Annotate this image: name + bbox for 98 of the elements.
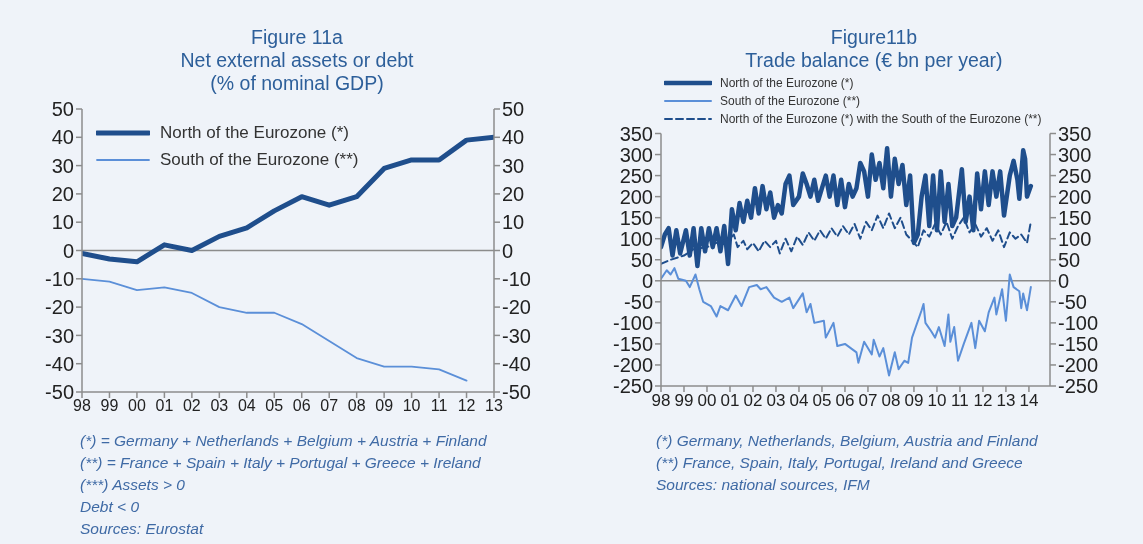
legend-label: North of the Eurozone (*) [160, 122, 349, 143]
x-tick-label: 02 [743, 391, 763, 411]
x-tick-label: 04 [789, 391, 809, 411]
x-tick-label: 05 [265, 397, 284, 415]
y2-tick-label: 0 [1058, 269, 1070, 292]
x-tick-label: 00 [128, 397, 146, 415]
y-tick-label: 10 [51, 211, 74, 234]
y-tick-label: 0 [641, 269, 653, 292]
x-tick-label: 12 [457, 397, 476, 415]
y-tick-label: -250 [612, 375, 653, 398]
y-tick-label: -150 [612, 333, 653, 356]
y-tick-label: 250 [619, 164, 653, 187]
legend-label: South of the Eurozone (**) [720, 93, 861, 108]
x-tick-label: 06 [835, 391, 855, 411]
x-tick-label: 13 [996, 391, 1016, 411]
text: (***) Assets > 0 [80, 476, 185, 493]
y-tick-label: 20 [51, 183, 74, 205]
x-tick-label: 05 [812, 391, 832, 411]
x-tick-label: 11 [430, 397, 448, 415]
x-tick-label: 01 [155, 397, 174, 415]
x-tick-label: 08 [347, 397, 366, 415]
y-tick-label: 300 [619, 143, 653, 166]
x-tick-label: 07 [858, 391, 878, 411]
chart-subtitle: Trade balance (€ bn per year) [745, 49, 1003, 71]
y2-tick-label: 0 [502, 239, 514, 262]
y-tick-label: 100 [619, 227, 653, 250]
legend-label: North of the Eurozone (*) [720, 75, 854, 90]
y2-tick-label: 350 [1058, 122, 1092, 145]
x-tick-label: 09 [904, 391, 924, 411]
x-tick-label: 02 [182, 397, 201, 415]
chart-title: Figure11b [830, 26, 918, 48]
chart-subtitle: Net external assets or debt (% of nominal GDP) [180, 49, 414, 94]
y-tick-label: 30 [51, 154, 74, 177]
y-tick-label: -30 [45, 324, 74, 347]
x-tick-label: 99 [674, 391, 694, 411]
legend-label: North of the Eurozone (*) with the South of the Eurozone (**) [720, 111, 1042, 126]
y2-tick-label: -150 [1058, 333, 1099, 356]
y2-tick-label: 250 [1058, 164, 1092, 187]
chart-title: Figure 11a [251, 26, 343, 48]
y2-tick-label: 10 [502, 211, 525, 234]
text: (**) = France + Spain + Italy + Portugal + Greece + Ireland [80, 454, 481, 471]
x-tick-label: 07 [320, 397, 339, 415]
x-tick-label: 03 [210, 397, 229, 415]
y2-tick-label: 100 [1058, 227, 1092, 250]
x-tick-label: 09 [375, 397, 394, 415]
source-note: Sources: Eurostat [80, 520, 204, 537]
y-tick-label: -20 [45, 296, 74, 319]
text: (*) = Germany + Netherlands + Belgium + Austria + Finland [80, 432, 487, 449]
x-tick-label: 14 [1019, 391, 1039, 411]
x-tick-label: 98 [73, 397, 91, 415]
y2-tick-label: -50 [502, 381, 531, 404]
x-tick-label: 04 [237, 397, 256, 415]
y-tick-label: -50 [45, 381, 74, 404]
text: (**) France, Spain, Italy, Portugal, Ireland and Greece [656, 454, 1023, 471]
x-tick-label: 00 [697, 391, 717, 411]
y2-tick-label: -30 [502, 324, 531, 347]
y2-tick-label: 50 [502, 98, 525, 121]
y-tick-label: -200 [612, 354, 653, 377]
y2-tick-label: 50 [1058, 248, 1081, 271]
y2-tick-label: 200 [1058, 185, 1092, 208]
source-note: Sources: national sources, IFM [656, 476, 870, 493]
x-tick-label: 13 [485, 397, 503, 415]
y-tick-label: 200 [619, 185, 653, 208]
x-tick-label: 08 [881, 391, 901, 411]
x-tick-label: 10 [927, 391, 947, 411]
y2-tick-label: 20 [502, 183, 525, 205]
y2-tick-label: 300 [1058, 143, 1092, 166]
y2-tick-label: -10 [502, 267, 531, 290]
y2-tick-label: -200 [1058, 354, 1099, 377]
x-tick-label: 10 [402, 397, 421, 415]
y-tick-label: 350 [619, 122, 653, 145]
y-tick-label: -100 [612, 311, 653, 334]
legend-label: South of the Eurozone (**) [160, 149, 359, 170]
y2-tick-label: -40 [502, 352, 531, 375]
y-tick-label: 50 [630, 248, 653, 271]
y2-tick-label: 40 [502, 126, 525, 149]
y-tick-label: 150 [619, 206, 653, 229]
y2-tick-label: 30 [502, 154, 525, 177]
x-tick-label: 06 [292, 397, 311, 415]
x-tick-label: 03 [766, 391, 786, 411]
y-tick-label: 50 [51, 98, 74, 121]
y-tick-label: -50 [624, 290, 653, 313]
x-tick-label: 98 [651, 391, 671, 411]
y2-tick-label: -50 [1058, 290, 1087, 313]
x-tick-label: 01 [720, 391, 740, 411]
y-tick-label: -10 [45, 267, 74, 290]
text: (*) Germany, Netherlands, Belgium, Austria and Finland [656, 432, 1038, 449]
x-tick-label: 11 [951, 391, 969, 411]
y-tick-label: 40 [51, 126, 74, 149]
y-tick-label: 0 [62, 239, 74, 262]
y-tick-label: -40 [45, 352, 74, 375]
x-tick-label: 12 [973, 391, 993, 411]
x-tick-label: 99 [100, 397, 119, 415]
y2-tick-label: -20 [502, 296, 531, 319]
y2-tick-label: 150 [1058, 206, 1092, 229]
y2-tick-label: -250 [1058, 375, 1099, 398]
text: Debt < 0 [80, 498, 140, 515]
y2-tick-label: -100 [1058, 311, 1099, 334]
